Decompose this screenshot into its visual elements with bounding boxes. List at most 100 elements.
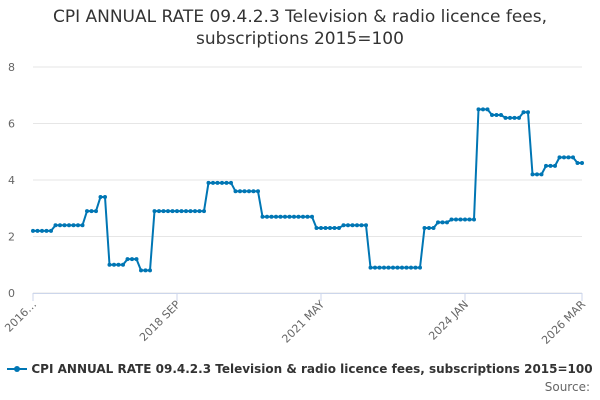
data-point[interactable] [350,223,355,228]
data-point[interactable] [481,107,485,112]
data-point[interactable] [265,214,269,219]
data-point[interactable] [152,209,157,214]
data-point[interactable] [103,194,107,199]
data-point[interactable] [175,209,179,214]
data-point[interactable] [553,163,557,168]
data-point[interactable] [359,223,364,228]
data-point[interactable] [458,217,463,222]
data-point[interactable] [562,155,566,160]
data-point[interactable] [251,189,256,194]
data-point[interactable] [121,262,125,267]
data-point[interactable] [548,163,553,168]
data-point[interactable] [206,180,211,185]
data-point[interactable] [179,209,184,214]
data-point[interactable] [166,209,170,214]
data-point[interactable] [31,228,35,233]
data-point[interactable] [319,226,323,231]
data-point[interactable] [35,228,40,233]
data-point[interactable] [535,172,539,177]
data-point[interactable] [323,226,328,231]
data-point[interactable] [242,189,247,194]
data-point[interactable] [148,268,152,273]
data-point[interactable] [467,217,472,222]
data-point[interactable] [571,155,575,160]
data-point[interactable] [44,228,49,233]
data-point[interactable] [76,223,80,228]
data-point[interactable] [490,113,494,118]
data-point[interactable] [544,163,548,168]
data-point[interactable] [503,115,508,120]
data-point[interactable] [170,209,175,214]
data-point[interactable] [193,209,197,214]
data-point[interactable] [449,217,454,222]
data-point[interactable] [98,194,103,199]
data-point[interactable] [494,113,499,118]
data-point[interactable] [94,209,98,214]
data-point[interactable] [454,217,458,222]
data-point[interactable] [580,161,584,166]
data-point[interactable] [310,214,314,219]
data-point[interactable] [395,265,400,270]
data-point[interactable] [215,180,220,185]
data-point[interactable] [557,155,562,160]
data-point[interactable] [274,214,278,219]
data-point[interactable] [314,226,319,231]
data-point[interactable] [112,262,116,267]
data-point[interactable] [125,257,130,262]
data-point[interactable] [427,226,431,231]
data-point[interactable] [391,265,395,270]
data-point[interactable] [512,115,517,120]
data-point[interactable] [373,265,377,270]
data-point[interactable] [418,265,422,270]
data-point[interactable] [346,223,350,228]
data-point[interactable] [49,228,53,233]
data-point[interactable] [508,115,512,120]
data-point[interactable] [404,265,409,270]
data-point[interactable] [202,209,206,214]
legend[interactable]: CPI ANNUAL RATE 09.4.2.3 Television & ra… [0,360,600,378]
data-point[interactable] [89,209,94,214]
data-point[interactable] [278,214,283,219]
data-point[interactable] [296,214,301,219]
data-point[interactable] [224,180,229,185]
data-point[interactable] [130,257,134,262]
data-point[interactable] [328,226,332,231]
data-point[interactable] [53,223,58,228]
data-point[interactable] [476,107,481,112]
data-point[interactable] [530,172,535,177]
data-point[interactable] [292,214,296,219]
data-point[interactable] [337,226,341,231]
data-point[interactable] [575,161,580,166]
data-point[interactable] [229,180,233,185]
data-point[interactable] [521,110,526,115]
data-point[interactable] [301,214,305,219]
data-point[interactable] [517,115,521,120]
data-point[interactable] [139,268,143,273]
data-point[interactable] [233,189,238,194]
data-point[interactable] [526,110,530,115]
data-point[interactable] [364,223,368,228]
data-point[interactable] [377,265,382,270]
data-point[interactable] [283,214,287,219]
data-point[interactable] [107,262,112,267]
data-point[interactable] [269,214,274,219]
data-point[interactable] [40,228,44,233]
data-point[interactable] [80,223,85,228]
data-point[interactable] [409,265,413,270]
data-point[interactable] [134,257,139,262]
data-point[interactable] [382,265,386,270]
data-point[interactable] [368,265,373,270]
data-point[interactable] [184,209,188,214]
data-point[interactable] [499,113,503,118]
data-point[interactable] [355,223,359,228]
data-point[interactable] [116,262,121,267]
data-point[interactable] [400,265,404,270]
data-point[interactable] [247,189,251,194]
data-point[interactable] [436,220,440,225]
data-point[interactable] [62,223,67,228]
data-point[interactable] [287,214,292,219]
data-point[interactable] [431,226,436,231]
data-point[interactable] [71,223,76,228]
data-point[interactable] [539,172,544,177]
data-point[interactable] [188,209,193,214]
